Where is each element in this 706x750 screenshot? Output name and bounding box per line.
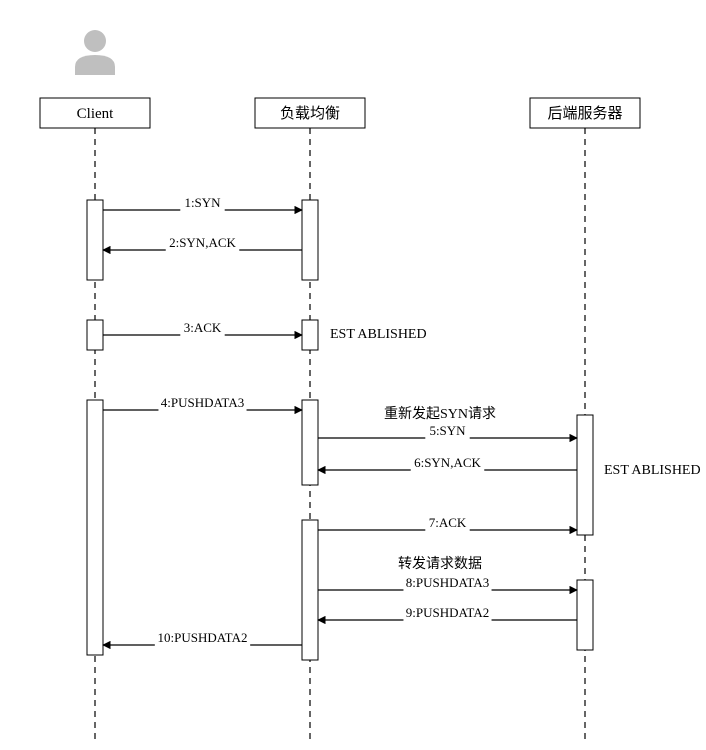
lane-header-backend: 后端服务器 [530,98,640,128]
activation-backend-8 [577,580,593,650]
lane-label-lb: 负载均衡 [280,105,340,122]
activation-client-2 [87,320,103,350]
note-0: EST ABLISHED [330,327,427,342]
actor-icon [75,30,115,75]
activation-lb-1 [302,200,318,280]
sequence-diagram: Client 负载均衡 后端服务器 1:SYN 2:SYN,ACK 3:ACK 4:PUSH… [0,0,706,750]
lane-label-client: Client [77,106,114,122]
activation-client-0 [87,200,103,280]
message-label-7: 7:ACK [429,515,467,530]
activation-lb-5 [302,400,318,485]
note-1: 重新发起SYN请求 [384,406,496,422]
activation-lb-7 [302,520,318,660]
message-label-10: 10:PUSHDATA2 [158,630,248,645]
note-2: EST ABLISHED [604,463,701,478]
note-3: 转发请求数据 [398,556,482,572]
activation-lb-3 [302,320,318,350]
message-label-3: 3:ACK [184,320,222,335]
lane-header-lb: 负载均衡 [255,98,365,128]
activation-backend-6 [577,415,593,535]
message-label-5: 5:SYN [429,423,466,438]
lane-label-backend: 后端服务器 [547,105,622,122]
activation-client-4 [87,400,103,655]
message-label-1: 1:SYN [184,195,221,210]
message-label-4: 4:PUSHDATA3 [161,395,244,410]
lane-header-client: Client [40,98,150,128]
message-label-2: 2:SYN,ACK [169,235,236,250]
message-label-8: 8:PUSHDATA3 [406,575,489,590]
message-label-6: 6:SYN,ACK [414,455,481,470]
message-label-9: 9:PUSHDATA2 [406,605,489,620]
